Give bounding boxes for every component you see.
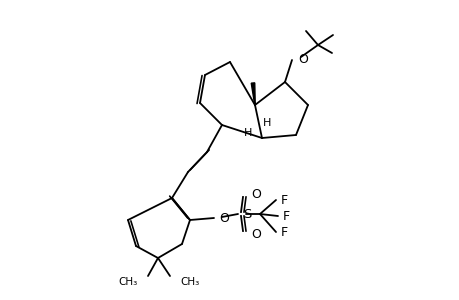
Text: H: H <box>243 128 252 138</box>
Text: O: O <box>251 227 260 241</box>
Text: H: H <box>262 118 271 128</box>
Text: O: O <box>297 52 307 65</box>
Text: F: F <box>280 194 287 206</box>
Text: CH₃: CH₃ <box>179 277 199 287</box>
Text: CH₃: CH₃ <box>118 277 138 287</box>
Text: F: F <box>280 226 287 238</box>
Text: F: F <box>282 209 290 223</box>
Text: S: S <box>242 208 251 220</box>
Polygon shape <box>251 83 255 105</box>
Text: O: O <box>218 212 229 224</box>
Text: O: O <box>251 188 260 200</box>
